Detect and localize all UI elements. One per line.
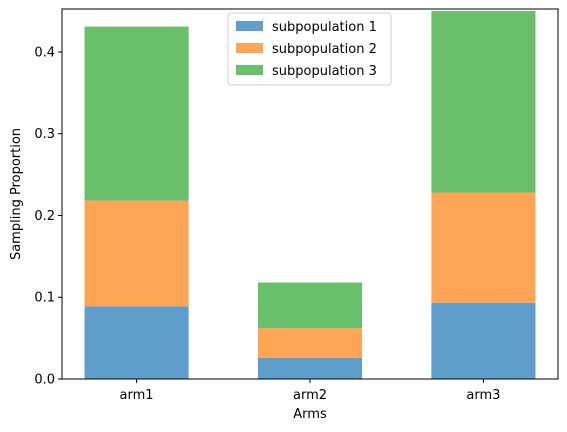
x-tick-label-arm1: arm1 xyxy=(120,388,154,403)
legend-swatch-1 xyxy=(236,21,263,31)
bar-arm2-series-1 xyxy=(257,357,363,379)
y-axis: 0.0 0.1 0.2 0.3 0.4 xyxy=(34,45,62,388)
x-axis: arm1 arm2 arm3 xyxy=(120,379,500,403)
bar-arm1-series-3 xyxy=(84,26,189,201)
bars-layer xyxy=(84,11,536,379)
y-tick-label: 0.0 xyxy=(34,373,55,388)
bar-arm3-series-3 xyxy=(431,11,536,193)
legend-label-2: subpopulation 2 xyxy=(272,42,377,57)
bar-arm3-series-1 xyxy=(431,302,536,379)
y-tick-label: 0.1 xyxy=(34,291,55,306)
legend-label-1: subpopulation 1 xyxy=(272,20,377,35)
y-tick-label: 0.4 xyxy=(34,45,55,60)
legend-swatch-2 xyxy=(236,43,263,53)
y-tick-label: 0.3 xyxy=(34,127,55,142)
y-tick-label: 0.2 xyxy=(34,209,55,224)
legend-box xyxy=(227,12,392,86)
x-axis-label: Arms xyxy=(293,407,327,422)
bar-arm1-series-2 xyxy=(84,200,189,307)
y-axis-label: Sampling Proportion xyxy=(9,128,24,260)
bar-arm2-series-2 xyxy=(257,328,363,358)
bar-arm3-series-2 xyxy=(431,192,536,303)
x-tick-label-arm3: arm3 xyxy=(466,388,500,403)
legend-swatch-3 xyxy=(236,65,263,75)
bar-arm2-series-3 xyxy=(257,282,363,329)
bar-arm1-series-1 xyxy=(84,306,189,379)
legend: subpopulation 1 subpopulation 2 subpopulat… xyxy=(227,12,392,86)
x-tick-label-arm2: arm2 xyxy=(293,388,327,403)
legend-label-3: subpopulation 3 xyxy=(272,64,377,79)
